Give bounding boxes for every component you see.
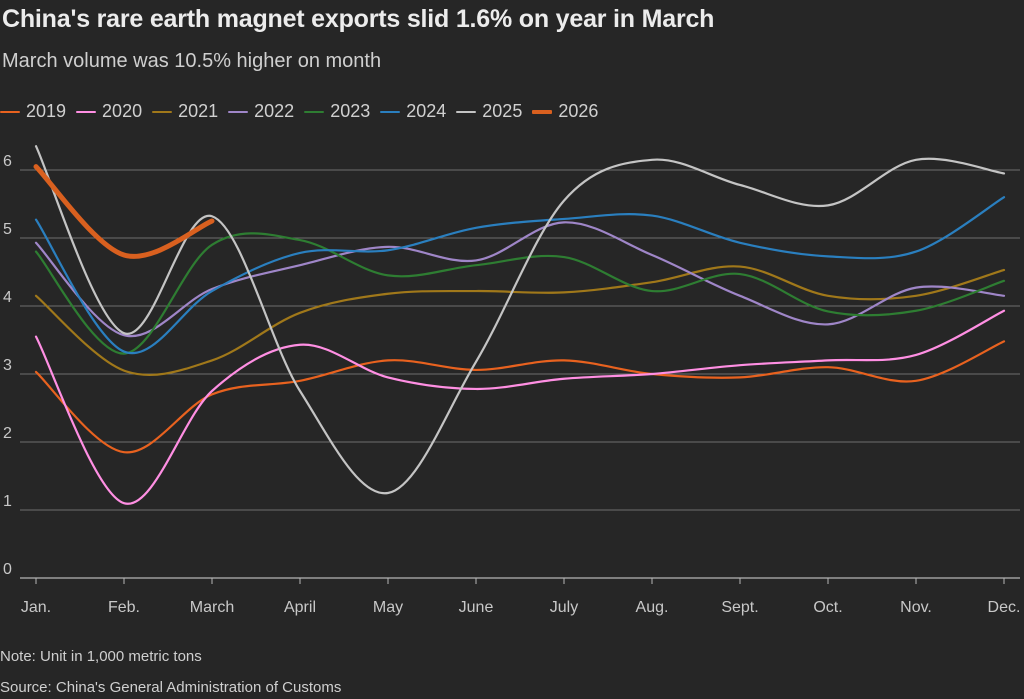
legend-swatch — [532, 109, 553, 114]
legend-swatch — [380, 110, 401, 113]
series-line-2022 — [34, 221, 1006, 338]
series-line-2025 — [34, 145, 1006, 495]
legend-label: 2024 — [406, 101, 447, 121]
legend-label: 2022 — [254, 101, 295, 121]
series-line-2023 — [34, 232, 1006, 355]
x-tick-label: Aug. — [636, 599, 669, 616]
chart-legend: 2019 2020 2021 2022 2023 2024 2025 2026 — [0, 101, 608, 122]
legend-item-2023: 2023 — [304, 101, 370, 122]
series-line-2019 — [34, 340, 1006, 454]
chart-title: China's rare earth magnet exports slid 1… — [2, 5, 715, 33]
chart-subtitle: March volume was 10.5% higher on month — [2, 50, 382, 72]
legend-label: 2021 — [178, 101, 219, 121]
y-tick-label: 1 — [3, 493, 12, 510]
x-tick-label: Oct. — [813, 599, 842, 616]
series-line-2020 — [34, 309, 1006, 505]
legend-item-2019: 2019 — [0, 101, 66, 122]
legend-item-2021: 2021 — [152, 101, 218, 122]
x-tick-label: May — [373, 599, 403, 616]
legend-swatch — [304, 110, 325, 113]
y-tick-label: 4 — [3, 289, 12, 306]
x-tick-label: Feb. — [108, 599, 140, 616]
x-tick-label: April — [284, 599, 316, 616]
legend-label: 2026 — [558, 101, 599, 121]
y-tick-label: 5 — [3, 221, 12, 238]
legend-label: 2019 — [26, 101, 67, 121]
x-tick-label: March — [190, 599, 234, 616]
legend-swatch — [228, 110, 249, 113]
y-tick-label: 0 — [3, 561, 12, 578]
series-line-2024 — [34, 196, 1006, 355]
series-line-2026 — [33, 164, 215, 259]
y-tick-label: 2 — [3, 425, 12, 442]
legend-swatch — [152, 110, 173, 113]
x-tick-label: June — [459, 599, 494, 616]
x-tick-label: Dec. — [988, 599, 1021, 616]
x-tick-label: July — [550, 599, 578, 616]
y-tick-label: 3 — [3, 357, 12, 374]
x-tick-label: Sept. — [721, 599, 758, 616]
legend-swatch — [456, 110, 477, 113]
legend-item-2025: 2025 — [456, 101, 522, 122]
legend-swatch — [0, 110, 20, 113]
legend-label: 2025 — [482, 101, 523, 121]
chart-note: Note: Unit in 1,000 metric tons — [0, 648, 202, 665]
legend-item-2024: 2024 — [380, 101, 446, 122]
legend-item-2022: 2022 — [228, 101, 294, 122]
line-chart: 0 1 2 3 4 5 6 Jan. Feb. March April May June July Aug.… — [3, 145, 1021, 616]
legend-item-2020: 2020 — [76, 101, 142, 122]
legend-label: 2023 — [330, 101, 371, 121]
y-tick-label: 6 — [3, 153, 12, 170]
chart-source: Source: China's General Administration o… — [0, 679, 342, 696]
legend-label: 2020 — [102, 101, 143, 121]
x-tick-label: Jan. — [21, 599, 51, 616]
legend-swatch — [76, 110, 97, 113]
x-tick-label: Nov. — [900, 599, 932, 616]
legend-item-2026: 2026 — [532, 101, 598, 122]
